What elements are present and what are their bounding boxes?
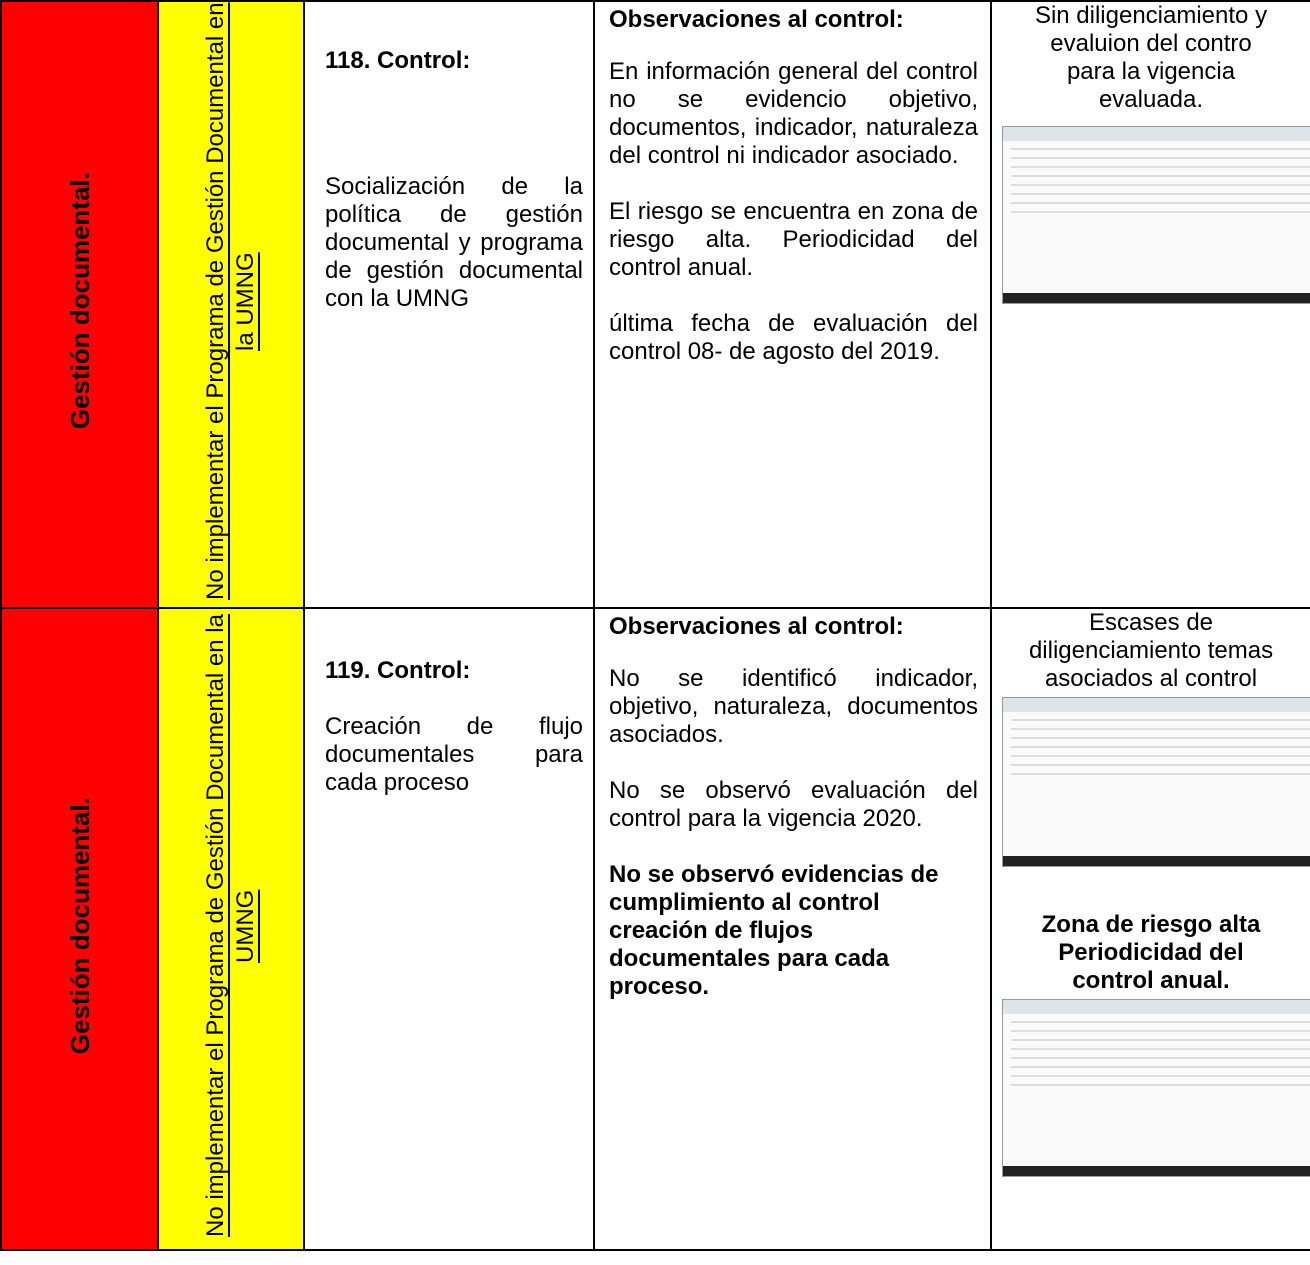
paragraph: No se observó evaluación del control par… bbox=[609, 777, 978, 832]
risk-cell: No implementar el Programa de Gestión Do… bbox=[157, 607, 305, 1251]
control-cell: 119. Control: Creación de flujo documenta… bbox=[303, 607, 595, 1251]
process-cell: Gestión documental. bbox=[0, 0, 159, 609]
observations-heading: Observaciones al control: bbox=[609, 613, 904, 640]
notes-cell: Escases de diligenciamiento temas asocia… bbox=[990, 607, 1310, 1251]
control-title: 118. Control: bbox=[325, 47, 471, 74]
paragraph: No se identificó indicador, objetivo, na… bbox=[609, 665, 978, 748]
paragraph: El riesgo se encuentra en zona de riesgo… bbox=[609, 198, 978, 281]
screenshot bbox=[1002, 126, 1310, 304]
screenshot bbox=[1002, 697, 1310, 867]
risk-cell: No implementar el Programa de Gestión Do… bbox=[157, 0, 305, 609]
table-row: Gestión documental. No implementar el Pr… bbox=[0, 607, 1310, 1251]
table-row: Gestión documental. No implementar el Pr… bbox=[0, 0, 1310, 609]
risk: No implementar el Programa de Gestión Do… bbox=[202, 2, 259, 600]
paragraph: En información general del control no se… bbox=[609, 58, 978, 169]
paragraph: No se observó evidencias de cumplimiento… bbox=[609, 861, 939, 1000]
process: Gestión documental. bbox=[64, 172, 95, 430]
control-cell: 118. Control: Socialización de la polític… bbox=[303, 0, 595, 609]
process: Gestión documental. bbox=[64, 796, 95, 1055]
note: Escases de diligenciamiento temas asocia… bbox=[1028, 609, 1274, 692]
note: Sin diligenciamiento y evaluion del cont… bbox=[1034, 2, 1268, 113]
control-title: 119. Control: bbox=[325, 657, 471, 684]
observations-heading: Observaciones al control: bbox=[609, 6, 904, 33]
process-cell: Gestión documental. bbox=[0, 607, 159, 1251]
risk: No implementar el Programa de Gestión Do… bbox=[202, 614, 259, 1237]
note: Zona de riesgo alta Periodicidad del con… bbox=[1041, 911, 1261, 994]
observations-cell: Observaciones al control: No se identific… bbox=[593, 607, 992, 1251]
control-text: Socialización de la política de gestión … bbox=[325, 173, 583, 312]
control-text: Creación de flujo documentales para cada… bbox=[325, 713, 583, 796]
screenshot bbox=[1002, 999, 1310, 1177]
observations-cell: Observaciones al control: En información … bbox=[593, 0, 992, 609]
paragraph: última fecha de evaluación del control 0… bbox=[609, 310, 978, 365]
notes-cell: Sin diligenciamiento y evaluion del cont… bbox=[990, 0, 1310, 609]
